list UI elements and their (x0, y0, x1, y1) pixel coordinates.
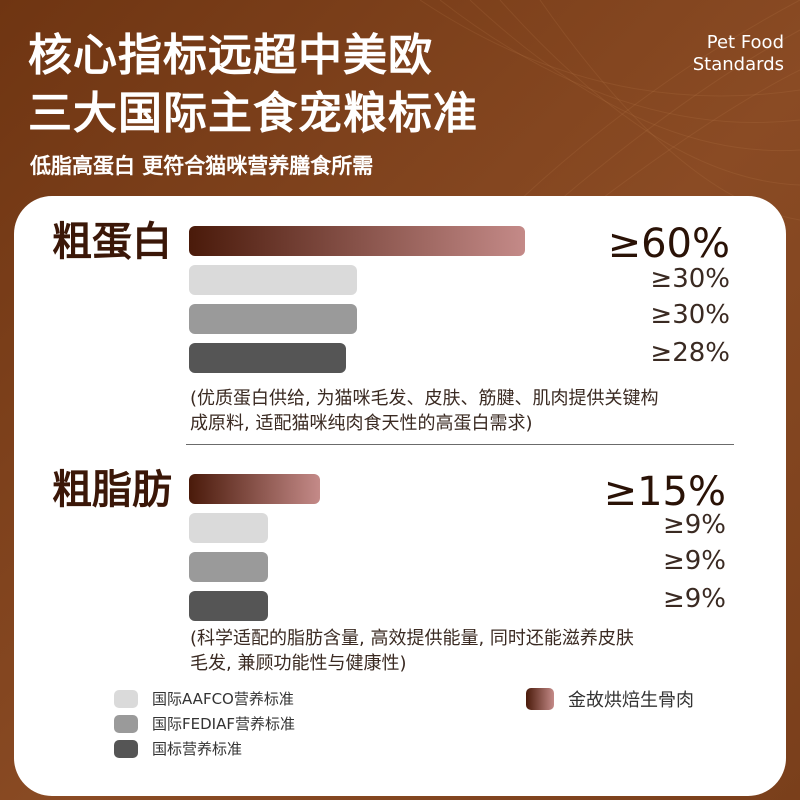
legend-jingu: 金故烘焙生骨肉 (526, 686, 694, 712)
bar-protein-national (189, 343, 346, 373)
value-protein-national: ≥28% (650, 338, 730, 368)
note-protein-line2: 成原料, 适配猫咪纯肉食天性的高蛋白需求) (190, 413, 533, 434)
english-caption-line2: Standards (692, 54, 784, 75)
bar-fat-national (189, 591, 268, 621)
comparison-card (14, 196, 786, 796)
bar-protein-aafco (189, 265, 357, 295)
page-subtitle: 低脂高蛋白 更符合猫咪营养膳食所需 (30, 154, 374, 178)
note-protein: (优质蛋白供给, 为猫咪毛发、皮肤、筋腱、肌肉提供关键构 成原料, 适配猫咪纯肉… (190, 386, 750, 436)
chart-label-protein: 粗蛋白 (52, 219, 172, 265)
legend-swatch-aafco (114, 689, 138, 708)
value-protein-aafco: ≥30% (650, 264, 730, 294)
bar-protein-fediaf (189, 304, 357, 334)
legend-swatch-national (114, 739, 138, 758)
legend-label-jingu: 金故烘焙生骨肉 (568, 690, 694, 711)
legend-national: 国标营养标准 (114, 738, 242, 759)
note-fat-line2: 毛发, 兼顾功能性与健康性) (190, 653, 407, 674)
value-fat-aafco: ≥9% (662, 510, 726, 540)
legend-label-fediaf: 国际FEDIAF营养标准 (152, 715, 295, 733)
value-fat-fediaf: ≥9% (662, 546, 726, 576)
legend-swatch-jingu (526, 688, 554, 710)
legend-fediaf: 国际FEDIAF营养标准 (114, 713, 295, 734)
bar-fat-aafco (189, 513, 268, 543)
legend-swatch-fediaf (114, 714, 138, 733)
value-protein-fediaf: ≥30% (650, 300, 730, 330)
note-fat-line1: (科学适配的脂肪含量, 高效提供能量, 同时还能滋养皮肤 (190, 628, 634, 649)
bar-fat-fediaf (189, 552, 268, 582)
bar-fat-jingu (189, 474, 320, 504)
value-protein-jingu: ≥60% (607, 221, 730, 267)
english-caption-line1: Pet Food (706, 32, 784, 53)
divider (186, 444, 734, 445)
english-caption: Pet Food Standards (693, 32, 784, 76)
legend-label-aafco: 国际AAFCO营养标准 (152, 690, 294, 708)
bar-protein-jingu (189, 226, 525, 256)
legend-label-national: 国标营养标准 (152, 740, 243, 758)
page-title-line2: 三大国际主食宠粮标准 (28, 88, 478, 139)
chart-label-fat: 粗脂肪 (52, 467, 172, 513)
page-title-line1: 核心指标远超中美欧 (28, 30, 433, 81)
legend-aafco: 国际AAFCO营养标准 (114, 688, 294, 709)
note-fat: (科学适配的脂肪含量, 高效提供能量, 同时还能滋养皮肤 毛发, 兼顾功能性与健… (190, 626, 750, 676)
value-fat-national: ≥9% (662, 584, 726, 614)
note-protein-line1: (优质蛋白供给, 为猫咪毛发、皮肤、筋腱、肌肉提供关键构 (190, 388, 659, 409)
value-fat-jingu: ≥15% (603, 469, 726, 515)
